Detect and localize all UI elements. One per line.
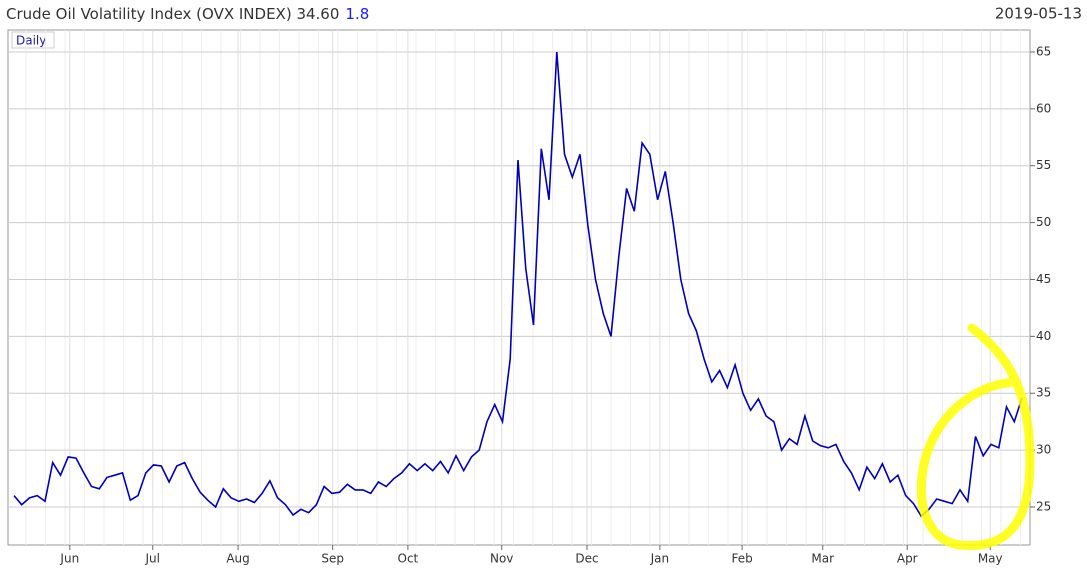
marks [13,51,1023,518]
highlight-circle [916,323,1035,551]
legend-label: Daily [16,34,46,48]
change: 1.8 [345,5,369,23]
x-tick-label: Jun [59,552,79,566]
y-tick-label: 65 [1036,44,1051,58]
chart-title: Crude Oil Volatility Index (OVX INDEX) 3… [6,5,369,23]
title-text: Crude Oil Volatility Index (OVX INDEX) 3… [6,5,339,23]
x-tick-label: Apr [897,552,918,566]
y-tick-label: 25 [1036,500,1051,514]
x-tick-label: Sep [321,552,344,566]
y-tick-label: 45 [1036,272,1051,286]
x-tick-label: Mar [811,552,834,566]
x-tick-label: Dec [575,552,598,566]
y-tick-label: 30 [1036,443,1051,457]
y-tick-label: 35 [1036,386,1051,400]
grid [8,30,1035,550]
x-tick-label: Jul [145,552,160,566]
x-tick-label: Nov [490,552,513,566]
y-tick-label: 50 [1036,215,1051,229]
x-tick-label: Feb [731,552,752,566]
line [13,51,1023,518]
x-tick-label: Jan [650,552,670,566]
y-tick-label: 60 [1036,101,1051,115]
plot-frame [7,29,1031,546]
y-tick-label: 55 [1036,158,1051,172]
date: 2019-05-13 [995,5,1082,23]
x-tick-label: Oct [398,552,419,566]
x-tick-label: May [978,552,1003,566]
x-tick-label: Aug [226,552,249,566]
y-tick-label: 40 [1036,329,1051,343]
legend-box [11,31,55,49]
